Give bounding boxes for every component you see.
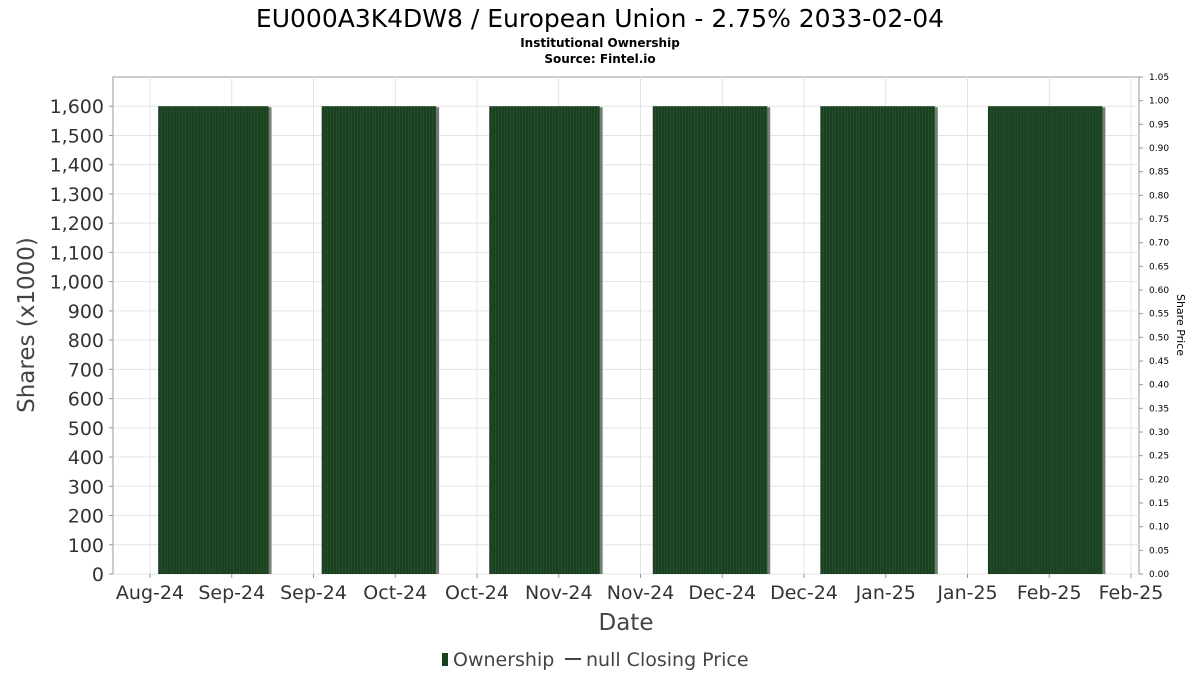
y2-tick-label: 0.25 bbox=[1149, 452, 1169, 462]
y2-tick-label: 0.55 bbox=[1149, 310, 1169, 320]
y-tick-label: 1,400 bbox=[50, 155, 104, 177]
y2-tick-label: 0.75 bbox=[1149, 215, 1169, 225]
y-tick-label: 0 bbox=[92, 564, 104, 586]
y-tick-label: 1,200 bbox=[50, 213, 104, 235]
y2-tick-label: 0.70 bbox=[1149, 239, 1169, 249]
y2-tick-label: 0.90 bbox=[1149, 144, 1169, 154]
x-tick-label: Dec-24 bbox=[688, 582, 756, 604]
y2-tick-label: 0.40 bbox=[1149, 381, 1169, 391]
y2-tick-label: 0.65 bbox=[1149, 262, 1169, 272]
y2-tick-label: 0.30 bbox=[1149, 428, 1169, 438]
y2-tick-label: 0.80 bbox=[1149, 191, 1169, 201]
x-tick-label: Jan-25 bbox=[936, 582, 997, 604]
y-tick-label: 900 bbox=[68, 301, 104, 323]
legend-ownership-label: Ownership bbox=[453, 649, 554, 671]
y-tick-label: 400 bbox=[68, 447, 104, 469]
legend: Ownership null Closing Price bbox=[442, 649, 749, 671]
y2-tick-label: 0.05 bbox=[1149, 546, 1169, 556]
y-tick-label: 200 bbox=[68, 506, 104, 528]
ownership-bar-block bbox=[987, 106, 1106, 574]
y2-tick-label: 0.45 bbox=[1149, 357, 1169, 367]
legend-price-label: null Closing Price bbox=[586, 649, 749, 671]
x-tick-label: Sep-24 bbox=[198, 582, 265, 604]
ownership-bar-block bbox=[158, 106, 272, 574]
x-axis-ticks: Aug-24 Sep-24 Sep-24 Oct-24 Oct-24 Nov-24 Nov-… bbox=[116, 574, 1163, 604]
y2-tick-label: 0.10 bbox=[1149, 523, 1169, 533]
x-tick-label: Sep-24 bbox=[280, 582, 347, 604]
y2-tick-label: 0.35 bbox=[1149, 404, 1169, 414]
y-tick-label: 100 bbox=[68, 535, 104, 557]
y2-axis-label: Share Price bbox=[1174, 294, 1187, 356]
x-tick-label: Nov-24 bbox=[607, 582, 675, 604]
y2-axis-ticks: 0.00 0.05 0.10 0.15 0.20 0.25 0.30 0.35 0.40 0.45… bbox=[1139, 73, 1169, 580]
y-tick-label: 500 bbox=[68, 418, 104, 440]
x-tick-label: Oct-24 bbox=[363, 582, 427, 604]
y-tick-label: 1,500 bbox=[50, 125, 104, 147]
x-tick-label: Jan-25 bbox=[855, 582, 916, 604]
y-axis-ticks: 0 100 200 300 400 500 600 700 800 900 1,000 1,100 1,… bbox=[50, 96, 113, 586]
y-tick-label: 700 bbox=[68, 359, 104, 381]
x-tick-label: Aug-24 bbox=[116, 582, 184, 604]
y2-tick-label: 1.00 bbox=[1149, 97, 1169, 107]
y-tick-label: 1,600 bbox=[50, 96, 104, 118]
ownership-bar bbox=[158, 106, 269, 574]
ownership-bar bbox=[489, 106, 600, 574]
y2-tick-label: 1.05 bbox=[1149, 73, 1169, 83]
x-tick-label: Feb-25 bbox=[1099, 582, 1164, 604]
legend-ownership-swatch bbox=[442, 653, 448, 666]
y2-tick-label: 0.60 bbox=[1149, 286, 1169, 296]
ownership-bars bbox=[158, 106, 1106, 574]
chart-subtitle-2: Source: Fintel.io bbox=[544, 52, 655, 66]
chart-subtitle-1: Institutional Ownership bbox=[520, 36, 680, 50]
y-tick-label: 800 bbox=[68, 330, 104, 352]
x-axis-label: Date bbox=[599, 610, 654, 636]
y2-tick-label: 0.50 bbox=[1149, 333, 1169, 343]
x-tick-label: Nov-24 bbox=[525, 582, 593, 604]
y2-tick-label: 0.95 bbox=[1149, 120, 1169, 130]
y-tick-label: 1,300 bbox=[50, 184, 104, 206]
x-tick-label: Oct-24 bbox=[445, 582, 509, 604]
ownership-bar-block bbox=[652, 106, 771, 574]
y-axis-label: Shares (x1000) bbox=[14, 237, 40, 413]
ownership-bar-block bbox=[820, 106, 938, 574]
y2-tick-label: 0.20 bbox=[1149, 475, 1169, 485]
ownership-bar-block bbox=[321, 106, 440, 574]
chart-title: EU000A3K4DW8 / European Union - 2.75% 20… bbox=[256, 4, 944, 33]
y-tick-label: 300 bbox=[68, 476, 104, 498]
y2-tick-label: 0.85 bbox=[1149, 168, 1169, 178]
y-tick-label: 600 bbox=[68, 389, 104, 411]
x-tick-label: Dec-24 bbox=[770, 582, 838, 604]
ownership-bar-block bbox=[489, 106, 603, 574]
y2-tick-label: 0.00 bbox=[1149, 570, 1169, 580]
y-tick-label: 1,100 bbox=[50, 242, 104, 264]
x-tick-label: Feb-25 bbox=[1017, 582, 1082, 604]
y-tick-label: 1,000 bbox=[50, 272, 104, 294]
y2-tick-label: 0.15 bbox=[1149, 499, 1169, 509]
